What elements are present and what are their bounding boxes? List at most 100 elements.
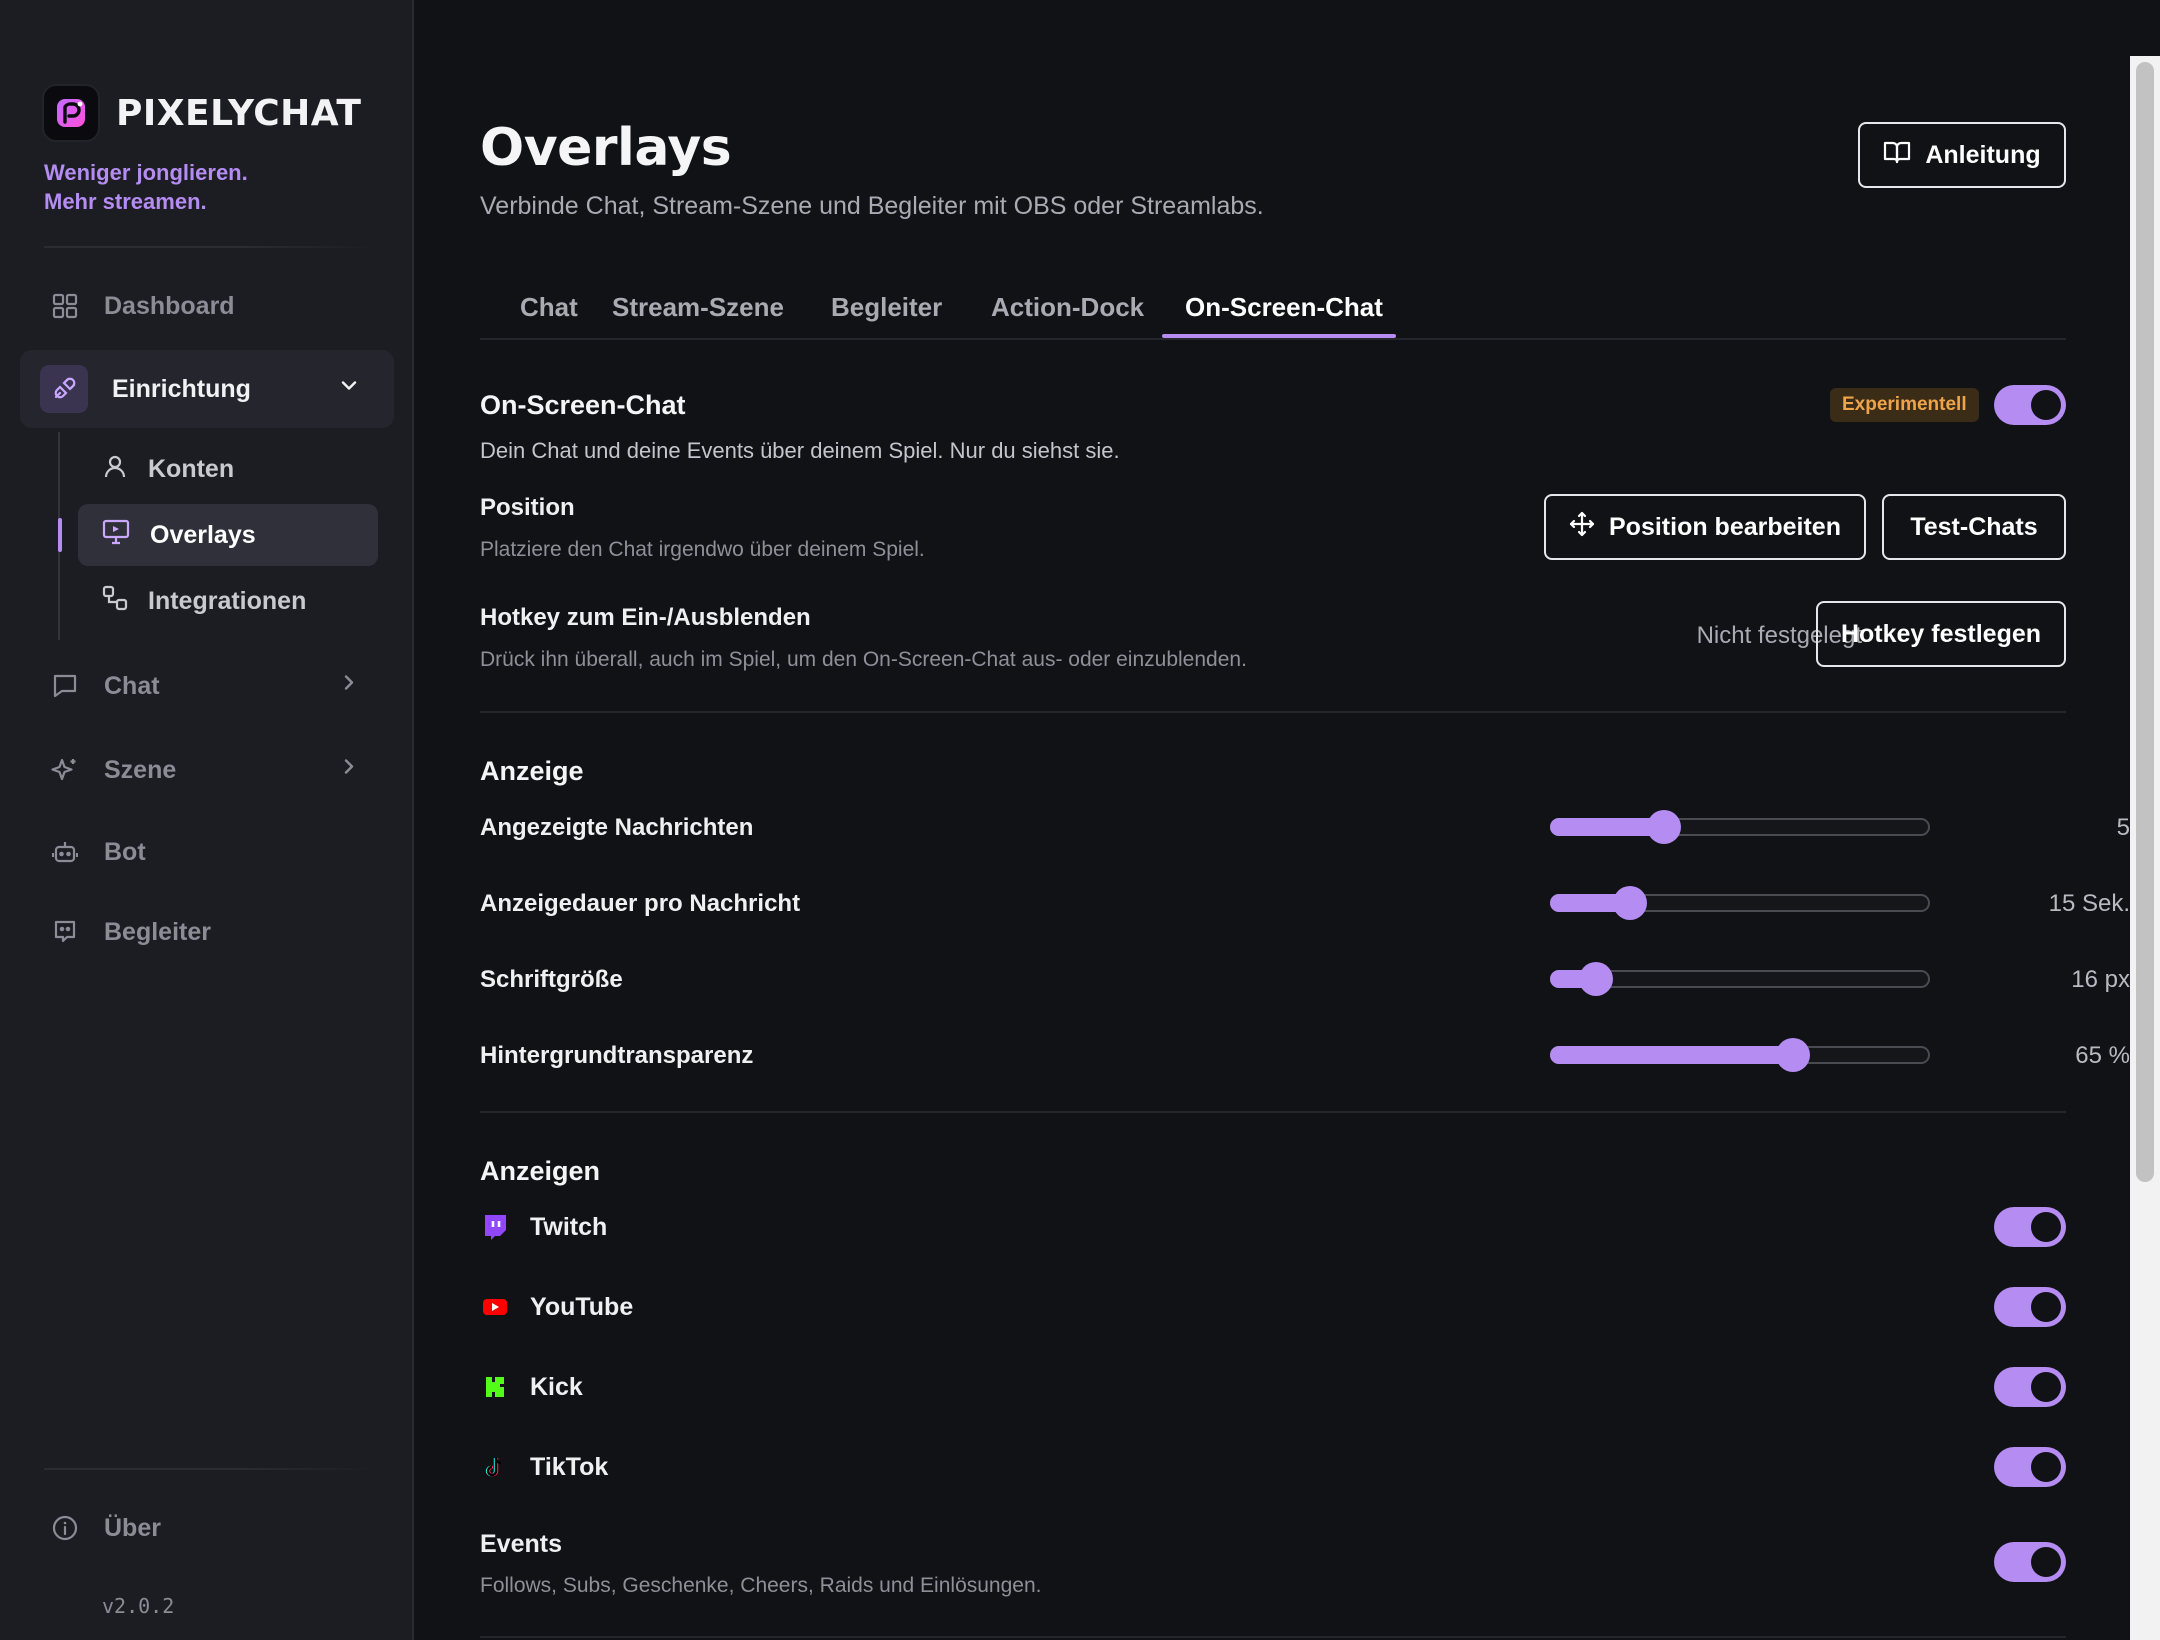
- overlay-tabs: Chat Stream-Szene Begleiter Action-Dock …: [480, 282, 2066, 340]
- sidebar-item-konten[interactable]: Konten: [78, 438, 378, 500]
- hotkey-value: Nicht festgelegt: [1696, 622, 1862, 649]
- guide-button-label: Anleitung: [1925, 140, 2041, 169]
- tab-begleiter[interactable]: Begleiter: [831, 292, 943, 322]
- page-subtitle: Verbinde Chat, Stream-Szene und Begleite…: [480, 192, 1264, 220]
- messages-slider[interactable]: [1550, 810, 1930, 844]
- active-marker: [58, 518, 62, 552]
- chevron-down-icon[interactable]: [338, 375, 360, 404]
- section-divider: [480, 1111, 2066, 1113]
- twitch-icon: [480, 1212, 510, 1242]
- slider-label: Angezeigte Nachrichten: [480, 814, 754, 841]
- position-label: Position: [480, 494, 575, 521]
- tagline-line-1: Weniger jonglieren.: [44, 160, 248, 185]
- platform-label: Kick: [530, 1372, 583, 1401]
- section-divider: [480, 711, 2066, 713]
- sub-item-label: Overlays: [150, 520, 256, 549]
- tab-on-screen-chat[interactable]: On-Screen-Chat: [1185, 292, 1383, 322]
- sidebar-divider: [44, 246, 374, 248]
- sidebar-item-szene[interactable]: Szene: [20, 732, 394, 808]
- chevron-right-icon[interactable]: [338, 672, 360, 701]
- slider-fill: [1550, 1046, 1794, 1064]
- tab-stream-szene[interactable]: Stream-Szene: [612, 292, 784, 322]
- book-icon: [1883, 139, 1911, 172]
- slider-thumb[interactable]: [1776, 1038, 1811, 1072]
- sparkle-icon: [50, 755, 80, 785]
- show-title: Anzeigen: [480, 1156, 601, 1186]
- slider-thumb[interactable]: [1578, 962, 1613, 996]
- sidebar-item-overlays[interactable]: Overlays: [78, 504, 378, 566]
- slider-thumb[interactable]: [1612, 886, 1647, 920]
- info-icon: [50, 1513, 80, 1543]
- set-hotkey-button[interactable]: Hotkey festlegen: [1816, 601, 2066, 667]
- sidebar-item-label: Dashboard: [104, 291, 235, 320]
- test-chats-button[interactable]: Test-Chats: [1882, 494, 2066, 560]
- kick-icon: [480, 1372, 510, 1402]
- youtube-icon: [480, 1292, 510, 1322]
- youtube-toggle[interactable]: [1994, 1287, 2066, 1327]
- sidebar-item-label: Begleiter: [104, 917, 211, 946]
- main-content: Overlays Verbinde Chat, Stream-Szene und…: [416, 0, 2130, 1640]
- tiktok-toggle[interactable]: [1994, 1447, 2066, 1487]
- font-size-slider[interactable]: [1550, 962, 1930, 996]
- twitch-toggle[interactable]: [1994, 1207, 2066, 1247]
- sidebar-item-label: Über: [104, 1513, 161, 1542]
- guide-button[interactable]: Anleitung: [1858, 122, 2066, 188]
- sidebar-item-about[interactable]: Über: [20, 1490, 394, 1566]
- slider-value: 65 %: [2075, 1042, 2130, 1069]
- tiktok-icon: [480, 1452, 510, 1482]
- slider-value: 15 Sek.: [2048, 890, 2130, 917]
- sidebar-item-label: Szene: [104, 755, 177, 784]
- sidebar-item-chat[interactable]: Chat: [20, 648, 394, 724]
- sidebar: PIXELYCHAT Weniger jonglieren. Mehr stre…: [0, 0, 414, 1640]
- sidebar-item-dashboard[interactable]: Dashboard: [20, 268, 394, 344]
- sub-item-label: Konten: [148, 454, 235, 483]
- osc-title: On-Screen-Chat: [480, 390, 686, 420]
- brand-name: PIXELYCHAT: [116, 92, 362, 134]
- osc-enabled-toggle[interactable]: [1994, 385, 2066, 425]
- transparency-slider[interactable]: [1550, 1038, 1930, 1072]
- user-icon: [102, 453, 128, 486]
- robot-icon: [50, 837, 80, 867]
- grid-icon: [50, 291, 80, 321]
- tab-chat[interactable]: Chat: [520, 292, 578, 322]
- slider-label: Schriftgröße: [480, 966, 623, 993]
- sidebar-item-label: Chat: [104, 671, 160, 700]
- platform-label: Twitch: [530, 1212, 608, 1241]
- tagline-line-2: Mehr streamen.: [44, 189, 207, 214]
- display-title: Anzeige: [480, 756, 584, 786]
- edit-position-button[interactable]: Position bearbeiten: [1544, 494, 1866, 560]
- chevron-right-icon[interactable]: [338, 756, 360, 785]
- hotkey-label: Hotkey zum Ein-/Ausblenden: [480, 604, 811, 631]
- scrollbar-thumb[interactable]: [2136, 62, 2154, 1182]
- kick-toggle[interactable]: [1994, 1367, 2066, 1407]
- integrations-icon: [102, 585, 128, 618]
- experimental-badge: Experimentell: [1830, 388, 1979, 422]
- move-icon: [1569, 511, 1595, 544]
- slider-label: Hintergrundtransparenz: [480, 1042, 754, 1069]
- active-tab-indicator: [1162, 334, 1396, 338]
- osc-description: Dein Chat und deine Events über deinem S…: [480, 438, 1120, 463]
- set-hotkey-label: Hotkey festlegen: [1840, 619, 2042, 648]
- chat-bubble-icon: [50, 671, 80, 701]
- monitor-icon: [102, 519, 130, 552]
- tagline: Weniger jonglieren. Mehr streamen.: [44, 158, 248, 216]
- events-description: Follows, Subs, Geschenke, Cheers, Raids …: [480, 1574, 1042, 1597]
- sidebar-item-integrationen[interactable]: Integrationen: [78, 570, 378, 632]
- slider-thumb[interactable]: [1647, 810, 1681, 844]
- events-toggle[interactable]: [1994, 1542, 2066, 1582]
- sidebar-item-einrichtung[interactable]: Einrichtung: [20, 350, 394, 428]
- platform-twitch: Twitch: [480, 1212, 607, 1242]
- events-label: Events: [480, 1530, 562, 1558]
- sidebar-item-label: Einrichtung: [112, 374, 251, 403]
- platform-label: TikTok: [530, 1452, 609, 1481]
- tab-action-dock[interactable]: Action-Dock: [991, 292, 1145, 322]
- plug-icon: [40, 365, 88, 413]
- platform-tiktok: TikTok: [480, 1452, 608, 1482]
- sidebar-item-begleiter[interactable]: Begleiter: [20, 894, 394, 970]
- slider-value: 16 px: [2071, 966, 2130, 993]
- duration-slider[interactable]: [1550, 886, 1930, 920]
- test-chats-label: Test-Chats: [1910, 512, 2038, 541]
- sidebar-item-bot[interactable]: Bot: [20, 814, 394, 890]
- slider-fill: [1550, 894, 1630, 912]
- brand[interactable]: PIXELYCHAT: [44, 86, 361, 140]
